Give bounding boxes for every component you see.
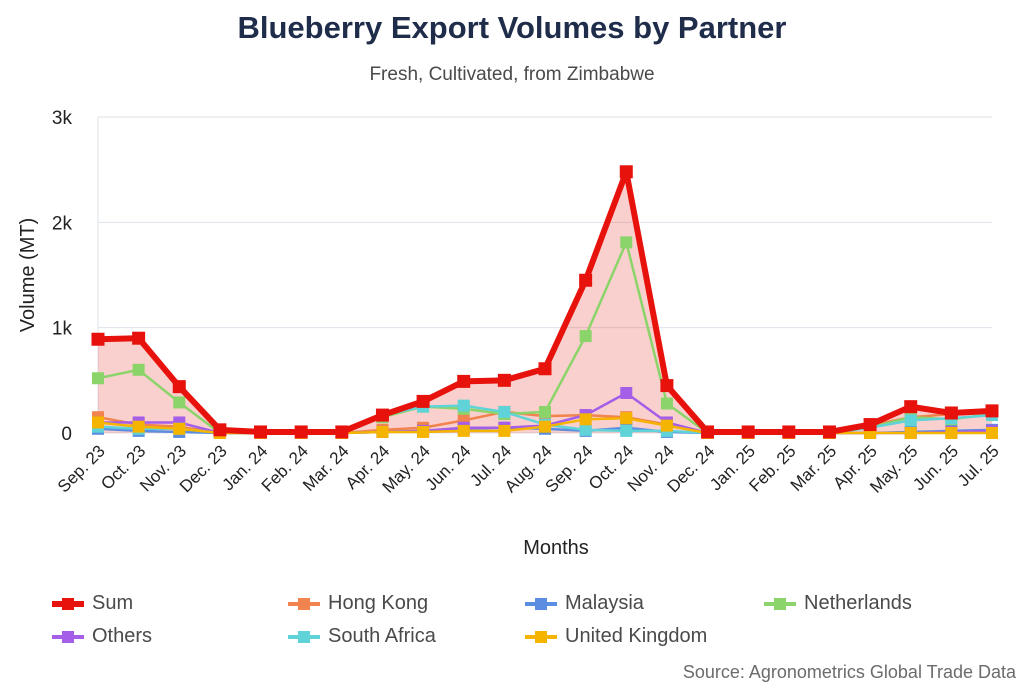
sum-point[interactable]: [619, 165, 633, 179]
south-africa-point[interactable]: [904, 414, 917, 427]
legend-swatch: [52, 597, 84, 610]
netherlands-point[interactable]: [579, 330, 592, 343]
x-tick-label: Jun. 24: [422, 441, 475, 494]
sum-point[interactable]: [132, 331, 146, 345]
series-markers: [91, 165, 999, 439]
legend-label: Hong Kong: [328, 592, 429, 614]
y-tick-label: 3k: [52, 108, 73, 129]
united-kingdom-point[interactable]: [376, 425, 389, 438]
y-tick-label: 1k: [52, 319, 73, 340]
south-africa-point[interactable]: [498, 405, 511, 418]
sum-point[interactable]: [741, 425, 755, 439]
legend-item-netherlands[interactable]: Netherlands: [764, 592, 912, 615]
sum-point[interactable]: [985, 404, 999, 418]
others-point[interactable]: [620, 386, 633, 399]
sum-point[interactable]: [294, 425, 308, 439]
netherlands-point[interactable]: [173, 396, 186, 409]
sum-point[interactable]: [172, 380, 186, 394]
united-kingdom-point[interactable]: [945, 427, 958, 439]
sum-point[interactable]: [579, 273, 593, 287]
chart-legend: Sum Hong Kong Malaysia Netherlands Others Sou…: [52, 592, 1012, 656]
sum-point[interactable]: [701, 425, 715, 439]
legend-label: South Africa: [328, 625, 436, 647]
x-tick-label: Sep. 23: [54, 441, 109, 496]
united-kingdom-point[interactable]: [986, 427, 998, 439]
legend-item-malaysia[interactable]: Malaysia: [525, 592, 644, 615]
y-axis-ticks: 0 1k 2k 3k: [52, 108, 73, 445]
sum-point[interactable]: [416, 394, 430, 408]
x-tick-label: Mar. 24: [299, 441, 353, 495]
sum-point[interactable]: [213, 423, 227, 437]
x-tick-label: Jul. 25: [954, 441, 1003, 490]
netherlands-point[interactable]: [660, 397, 673, 410]
sum-point[interactable]: [497, 373, 511, 387]
united-kingdom-point[interactable]: [457, 424, 470, 437]
sum-point[interactable]: [457, 374, 471, 388]
netherlands-point[interactable]: [620, 236, 633, 249]
legend-swatch: [525, 597, 557, 610]
legend-item-south-africa[interactable]: South Africa: [288, 625, 436, 648]
legend-swatch: [288, 597, 320, 610]
x-tick-label: Jun. 25: [909, 441, 962, 494]
sum-point[interactable]: [863, 418, 877, 432]
united-kingdom-point[interactable]: [132, 420, 145, 433]
united-kingdom-point[interactable]: [539, 420, 551, 433]
sum-point[interactable]: [782, 425, 796, 439]
netherlands-point[interactable]: [539, 405, 551, 418]
sum-point[interactable]: [254, 425, 268, 439]
chart-title: Blueberry Export Volumes by Partner: [237, 10, 787, 45]
sum-point[interactable]: [375, 408, 389, 422]
legend-label: Malaysia: [565, 592, 644, 614]
sum-point[interactable]: [822, 425, 836, 439]
legend-item-hong-kong[interactable]: Hong Kong: [288, 592, 428, 615]
legend-label: Sum: [92, 592, 134, 614]
chart-subtitle: Fresh, Cultivated, from Zimbabwe: [369, 64, 655, 85]
south-africa-point[interactable]: [457, 399, 470, 412]
united-kingdom-point[interactable]: [417, 425, 430, 438]
sum-point[interactable]: [91, 332, 105, 346]
united-kingdom-point[interactable]: [660, 419, 673, 432]
sum-point[interactable]: [904, 400, 918, 414]
netherlands-point[interactable]: [132, 363, 145, 376]
south-africa-point[interactable]: [620, 424, 633, 437]
united-kingdom-point[interactable]: [579, 413, 592, 426]
united-kingdom-point[interactable]: [173, 422, 186, 435]
south-africa-point[interactable]: [579, 423, 592, 436]
legend-label: Netherlands: [804, 592, 912, 614]
y-axis-label: Volume (MT): [17, 218, 39, 332]
netherlands-point[interactable]: [92, 372, 104, 385]
y-tick-label: 0: [61, 424, 72, 445]
source-note: Source: Agronometrics Global Trade Data: [682, 662, 1016, 682]
x-tick-label: Mar. 25: [787, 441, 841, 495]
united-kingdom-point[interactable]: [498, 424, 511, 437]
sum-point[interactable]: [944, 406, 958, 420]
sum-area-fill: [98, 171, 992, 434]
sum-point[interactable]: [538, 362, 552, 376]
legend-item-sum[interactable]: Sum: [52, 592, 133, 615]
legend-item-others[interactable]: Others: [52, 625, 152, 648]
y-tick-label: 2k: [52, 213, 73, 234]
legend-item-united-kingdom[interactable]: United Kingdom: [525, 625, 707, 648]
legend-swatch: [525, 630, 557, 643]
sum-point[interactable]: [660, 379, 674, 393]
united-kingdom-point[interactable]: [904, 427, 917, 439]
united-kingdom-point[interactable]: [92, 416, 104, 429]
united-kingdom-point[interactable]: [620, 412, 633, 425]
x-axis-label: Months: [523, 537, 589, 559]
sum-point[interactable]: [335, 425, 349, 439]
legend-swatch: [764, 597, 796, 610]
legend-swatch: [52, 630, 84, 643]
legend-label: Others: [92, 625, 153, 647]
legend-label: United Kingdom: [565, 625, 708, 647]
sum-area: [98, 171, 992, 434]
legend-swatch: [288, 630, 320, 643]
